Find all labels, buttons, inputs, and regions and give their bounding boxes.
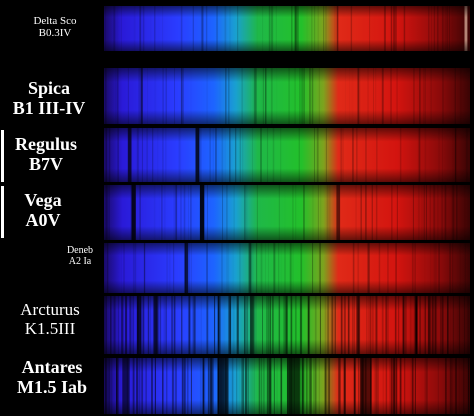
spectrum-image [104,358,470,414]
star-label-regulus: Regulus B7V [6,134,86,174]
star-label-delta-sco: Delta Sco B0.3IV [20,15,90,40]
star-label-vega: Vega A0V [8,190,78,230]
spectrum-image [104,68,470,124]
star-name: Vega [24,190,62,210]
star-label-arcturus: Arcturus K1.5III [4,300,96,338]
spectral-class: B7V [28,154,63,175]
spectrum-image [104,185,470,240]
spectral-class: A2 Ia [68,256,92,268]
divider-bar [1,186,4,238]
star-label-antares: Antares M1.5 Iab [2,357,102,397]
star-label-deneb: Deneb A2 Ia [58,245,102,267]
star-name: Delta Sco [33,15,77,27]
spectrum-spica [104,68,470,124]
star-name: Deneb [66,245,94,256]
spectrum-regulus [104,128,470,182]
spectral-class: K1.5III [24,319,76,339]
star-name: Regulus [14,134,77,154]
spectrum-delta-sco [104,6,470,51]
star-label-spica: Spica B1 III-IV [4,78,94,118]
edge-shading [104,128,470,182]
spectrum-image [104,128,470,182]
spectrum-vega [104,185,470,240]
star-name: Spica [27,78,70,98]
spectrum-image [104,296,470,354]
edge-shading [104,6,470,51]
spectral-class: B1 III-IV [12,98,86,119]
spectrum-deneb [104,243,470,293]
spectral-class: M1.5 Iab [16,377,87,398]
star-name: Antares [21,357,83,377]
spectral-class: B0.3IV [38,27,72,40]
spectrum-image [104,243,470,293]
edge-shading [104,243,470,293]
edge-shading [104,358,470,414]
edge-shading [104,296,470,354]
edge-shading [104,68,470,124]
spectrum-image [104,6,470,51]
divider-bar [1,130,4,182]
star-name: Arcturus [20,300,80,319]
edge-shading [104,185,470,240]
spectrum-arcturus [104,296,470,354]
spectrum-antares [104,358,470,414]
spectral-class: A0V [25,210,61,231]
